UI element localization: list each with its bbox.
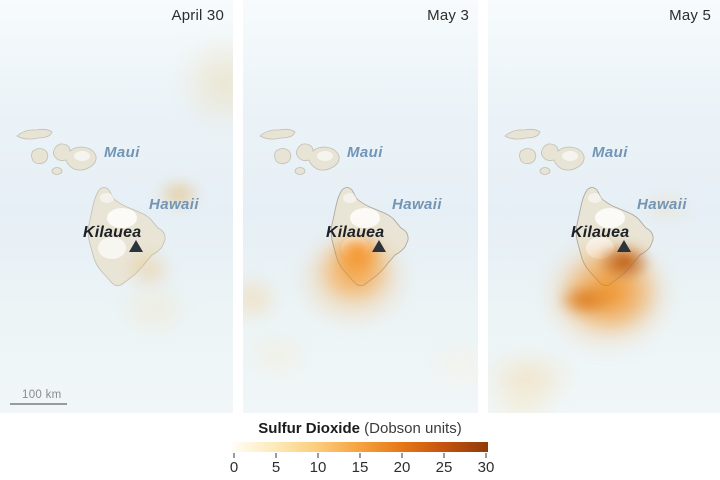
maui-highlight <box>74 151 90 161</box>
hawaiian-islands-map <box>16 128 166 287</box>
colorbar-gradient <box>232 442 488 452</box>
volcano-marker-icon <box>129 240 143 252</box>
island-molokai <box>16 128 53 140</box>
maui-place-label: Maui <box>347 144 383 161</box>
map-panel-april-30: April 30 Maui Hawaii Kilauea 100 km <box>0 0 233 413</box>
hawaii-place-label: Hawaii <box>637 196 687 213</box>
kohala-highlight <box>100 193 114 203</box>
tick-mark <box>233 453 235 458</box>
colorbar-ticks: 0 5 10 15 20 25 30 <box>230 453 494 476</box>
panel-date: May 5 <box>669 7 711 24</box>
tick-mark <box>485 453 487 458</box>
tick-label: 5 <box>271 459 281 476</box>
map-panel-may-5: May 5 Maui Hawaii Kilauea <box>488 0 720 413</box>
scale-bar-line <box>10 403 67 405</box>
maui-place-label: Maui <box>104 144 140 161</box>
tick-mark <box>443 453 445 458</box>
hawaii-place-label: Hawaii <box>149 196 199 213</box>
tick-label: 25 <box>435 459 453 476</box>
colorbar-title-units: (Dobson units) <box>359 420 462 437</box>
scale-bar-label: 100 km <box>22 389 62 401</box>
tick-label: 10 <box>309 459 327 476</box>
volcano-marker-icon <box>372 240 386 252</box>
colorbar-title: Sulfur Dioxide (Dobson units) <box>232 420 488 437</box>
tick-mark <box>401 453 403 458</box>
map-panel-may-3: May 3 Maui Hawaii Kilauea <box>243 0 478 413</box>
colorbar-legend: Sulfur Dioxide (Dobson units) 0 5 10 15 … <box>0 413 720 480</box>
map-scale-bar: 100 km <box>10 389 67 405</box>
maui-place-label: Maui <box>592 144 628 161</box>
colorbar-title-bold: Sulfur Dioxide <box>258 420 360 437</box>
island-kahoolawe <box>51 167 63 175</box>
mauna-kea-highlight <box>107 208 137 228</box>
tick-label: 20 <box>393 459 411 476</box>
tick-label: 0 <box>229 459 239 476</box>
mauna-loa-highlight <box>98 237 126 259</box>
tick-label: 15 <box>351 459 369 476</box>
tick-label: 30 <box>477 459 495 476</box>
panel-date: May 3 <box>427 7 469 24</box>
panel-date: April 30 <box>171 7 224 24</box>
tick-mark <box>275 453 277 458</box>
volcano-marker-icon <box>617 240 631 252</box>
island-lanai <box>31 148 49 165</box>
tick-mark <box>359 453 361 458</box>
tick-mark <box>317 453 319 458</box>
hawaii-place-label: Hawaii <box>392 196 442 213</box>
island-hawaii-big-island <box>87 187 166 287</box>
kilauea-place-label: Kilauea <box>83 224 142 241</box>
